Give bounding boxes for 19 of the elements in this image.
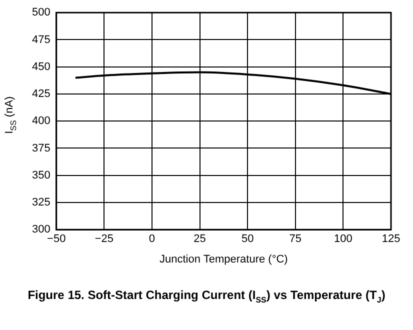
y-tick-label: 450 xyxy=(32,60,50,73)
x-tick-label: 0 xyxy=(148,233,156,246)
x-axis-title: Junction Temperature (°C) xyxy=(160,253,288,266)
x-tick-label: 25 xyxy=(194,233,206,246)
y-tick-label: 300 xyxy=(32,224,50,236)
y-tick-label: 500 xyxy=(32,6,50,19)
x-tick-label: 50 xyxy=(241,233,254,246)
y-tick-label: 325 xyxy=(32,196,50,209)
text: Figure 15. Soft-Start Charging Current (I$_{SS}$) vs Temperature (T$_{J}$) xyxy=(26,287,386,306)
y-tick-label: 400 xyxy=(32,115,50,128)
y-tick-label: 375 xyxy=(32,142,50,154)
x-tick-label: −50 xyxy=(47,233,66,246)
x-tick-label: 75 xyxy=(289,233,302,246)
x-tick-label: −25 xyxy=(94,233,114,246)
x-tick-label: 100 xyxy=(334,233,352,246)
y-tick-label: 475 xyxy=(32,34,50,46)
y-tick-label: 425 xyxy=(32,88,50,100)
y-tick-label: 350 xyxy=(32,169,50,182)
x-tick-label: 125 xyxy=(382,233,400,246)
